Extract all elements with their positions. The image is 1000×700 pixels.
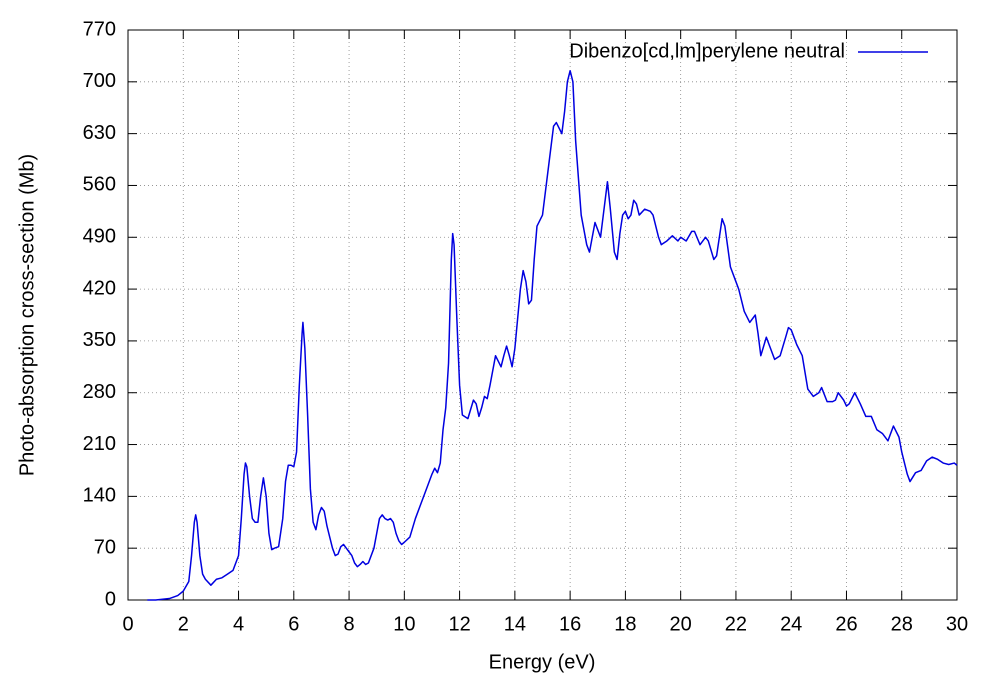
y-tick-label: 420 bbox=[83, 277, 116, 299]
x-axis-label: Energy (eV) bbox=[489, 651, 596, 673]
plot-frame bbox=[127, 29, 958, 601]
x-tick-label: 22 bbox=[725, 613, 747, 635]
y-tick-label: 700 bbox=[83, 70, 116, 92]
y-tick-label: 210 bbox=[83, 433, 116, 455]
x-tick-label: 24 bbox=[780, 613, 802, 635]
x-tick-label: 30 bbox=[946, 613, 968, 635]
x-tick-label: 20 bbox=[670, 613, 692, 635]
x-tick-label: 18 bbox=[614, 613, 636, 635]
x-tick-label: 28 bbox=[891, 613, 913, 635]
y-tick-label: 630 bbox=[83, 122, 116, 144]
data-line bbox=[147, 69, 958, 601]
y-tick-label: 560 bbox=[83, 174, 116, 196]
y-tick-label: 770 bbox=[83, 18, 116, 40]
x-tick-label: 26 bbox=[835, 613, 857, 635]
y-tick-label: 140 bbox=[83, 485, 116, 507]
x-tick-label: 12 bbox=[448, 613, 470, 635]
y-tick-label: 490 bbox=[83, 226, 116, 248]
x-tick-label: 14 bbox=[504, 613, 526, 635]
y-axis-label: Photo-absorption cross-section (Mb) bbox=[16, 154, 38, 476]
x-tick-label: 10 bbox=[393, 613, 415, 635]
x-tick-label: 6 bbox=[288, 613, 299, 635]
y-tick-label: 350 bbox=[83, 329, 116, 351]
legend-label: Dibenzo[cd,lm]perylene neutral bbox=[569, 40, 845, 62]
y-tick-label: 0 bbox=[105, 588, 116, 610]
x-tick-label: 4 bbox=[233, 613, 244, 635]
x-tick-label: 8 bbox=[344, 613, 355, 635]
x-tick-label: 0 bbox=[122, 613, 133, 635]
x-tick-label: 16 bbox=[559, 613, 581, 635]
x-tick-label: 2 bbox=[178, 613, 189, 635]
y-tick-label: 70 bbox=[94, 536, 116, 558]
y-tick-label: 280 bbox=[83, 381, 116, 403]
